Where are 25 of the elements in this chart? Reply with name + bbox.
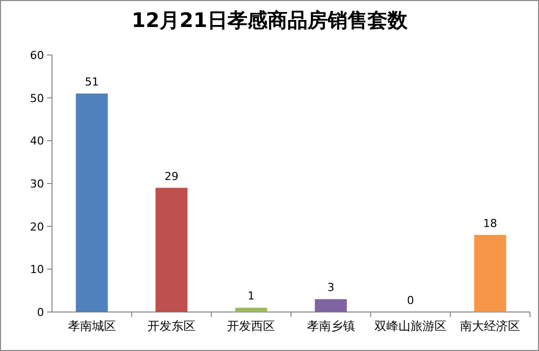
x-tick-label: 南大经济区	[460, 319, 520, 333]
x-tick-label: 孝南城区	[68, 319, 116, 333]
y-tick-label: 30	[30, 178, 44, 190]
bar	[314, 299, 347, 312]
data-label: 3	[327, 281, 334, 294]
y-tick-label: 40	[30, 134, 44, 148]
data-label: 29	[164, 170, 178, 183]
bar	[156, 188, 188, 312]
y-tick-label: 50	[30, 92, 44, 105]
y-tick-label: 10	[30, 263, 44, 276]
x-tick-label: 开发西区	[227, 319, 276, 333]
x-tick-label: 孝南乡镇	[306, 319, 355, 333]
bar	[235, 308, 268, 312]
data-label: 18	[483, 216, 498, 230]
bar	[76, 94, 108, 312]
y-tick-label: 0	[37, 306, 44, 319]
y-tick-label: 60	[30, 49, 44, 62]
y-tick-label: 20	[30, 220, 44, 234]
chart-title: 12月21日孝感商品房销售套数	[132, 8, 408, 32]
data-label: 1	[248, 290, 255, 303]
data-label: 51	[84, 76, 99, 89]
bar	[474, 234, 506, 312]
x-tick-label: 双峰山旅游区	[374, 319, 446, 333]
data-label: 0	[407, 294, 414, 307]
x-tick-label: 开发东区	[148, 319, 196, 333]
